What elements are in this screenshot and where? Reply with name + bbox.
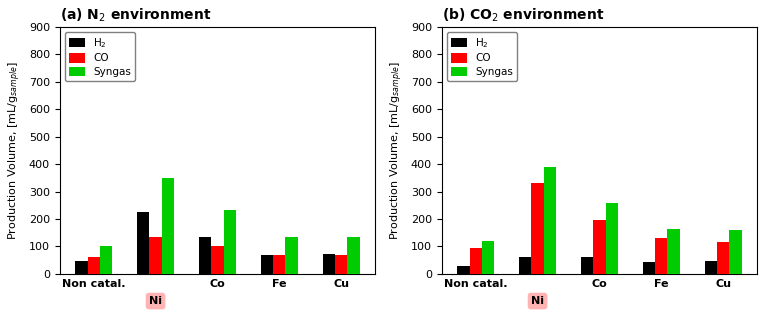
Bar [519,257,532,274]
Bar [544,167,556,274]
Bar [322,254,335,274]
Bar [261,255,273,274]
Bar [457,266,470,274]
Bar [273,255,286,274]
Text: Ni: Ni [149,296,162,306]
Bar [668,228,680,274]
Bar [729,230,742,274]
Bar [88,257,100,274]
Text: Ni: Ni [531,296,544,306]
Legend: H$_2$, CO, Syngas: H$_2$, CO, Syngas [65,32,135,81]
Bar [211,246,224,274]
Y-axis label: Production Volume, [mL/g$_{sample}$]: Production Volume, [mL/g$_{sample}$] [389,61,406,240]
Bar [643,262,655,274]
Bar [470,248,482,274]
Bar [593,220,606,274]
Text: (b) CO$_2$ environment: (b) CO$_2$ environment [442,7,604,24]
Y-axis label: Production Volume, [mL/g$_{sample}$]: Production Volume, [mL/g$_{sample}$] [7,61,24,240]
Bar [606,203,618,274]
Text: (a) N$_2$ environment: (a) N$_2$ environment [60,7,211,24]
Bar [100,246,112,274]
Bar [199,237,211,274]
Bar [150,237,162,274]
Bar [286,237,298,274]
Bar [335,255,347,274]
Legend: H$_2$, CO, Syngas: H$_2$, CO, Syngas [447,32,517,81]
Bar [717,242,729,274]
Bar [162,178,174,274]
Bar [137,212,150,274]
Bar [482,241,494,274]
Bar [655,238,668,274]
Bar [224,210,236,274]
Bar [581,257,593,274]
Bar [532,183,544,274]
Bar [75,261,88,274]
Bar [347,237,360,274]
Bar [704,261,717,274]
